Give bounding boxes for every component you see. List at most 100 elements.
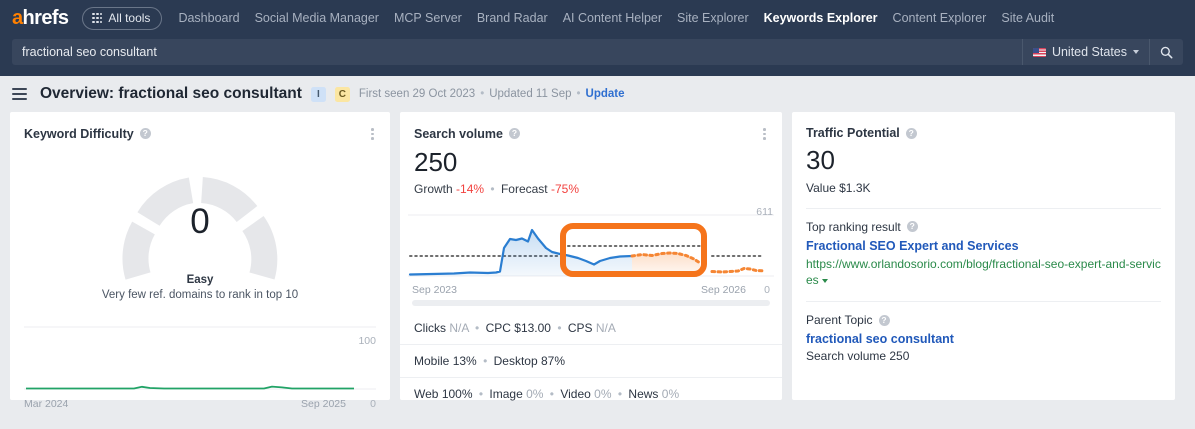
tp-parent-topic-volume: Search volume 250 xyxy=(806,349,910,364)
tp-top-ranking-section: Top ranking result ? Fractional SEO Expe… xyxy=(792,209,1175,288)
mobile-value: 13% xyxy=(452,353,477,368)
tp-top-ranking-link[interactable]: Fractional SEO Expert and Services xyxy=(806,238,1019,253)
search-icon xyxy=(1160,46,1173,58)
metric-cards-row: Keyword Difficulty ? 0 Easy Very few ref… xyxy=(0,112,1195,410)
nav-links: Dashboard Social Media Manager MCP Serve… xyxy=(178,11,1054,25)
kd-gauge: 0 xyxy=(10,148,390,288)
search-field-group: United States xyxy=(12,39,1183,65)
sv-history-chart[interactable]: 611 0 Sep 2023 Sep 2026 xyxy=(400,205,782,296)
image-label: Image xyxy=(489,386,523,401)
hamburger-icon[interactable] xyxy=(12,88,27,100)
sv-forecast-value: -75% xyxy=(550,181,579,196)
news-label: News xyxy=(628,386,659,401)
keyword-difficulty-card: Keyword Difficulty ? 0 Easy Very few ref… xyxy=(10,112,390,410)
row-separator-3: • xyxy=(483,353,488,368)
tp-card-header: Traffic Potential ? xyxy=(792,112,1175,140)
help-icon[interactable]: ? xyxy=(906,221,918,233)
nav-item-content-explorer[interactable]: Content Explorer xyxy=(892,11,987,25)
tp-parent-topic-section: Parent Topic ? fractional seo consultant… xyxy=(792,302,1175,363)
help-icon[interactable]: ? xyxy=(878,314,890,326)
clicks-value: N/A xyxy=(449,320,469,335)
ahrefs-logo[interactable]: a hrefs xyxy=(12,7,70,29)
first-seen-text: First seen 29 Oct 2023 xyxy=(358,88,476,100)
nav-item-keywords-explorer[interactable]: Keywords Explorer xyxy=(763,11,878,25)
logo-text: hrefs xyxy=(22,7,70,29)
desktop-label: Desktop xyxy=(493,353,538,368)
video-value: 0% xyxy=(594,386,612,401)
country-selector[interactable]: United States xyxy=(1021,39,1149,65)
sv-row-clicks: Clicks N/A • CPC $13.00 • CPS N/A xyxy=(400,312,782,344)
sv-row-serp-types: Web 100% • Image 0% • Video 0% • News 0% xyxy=(400,376,782,410)
page-title: Overview: fractional seo consultant xyxy=(40,85,302,102)
traffic-potential-card: Traffic Potential ? 30 Value $1.3K Top r… xyxy=(792,112,1175,400)
kebab-menu-icon[interactable] xyxy=(369,126,376,142)
clicks-label: Clicks xyxy=(414,320,446,335)
status-badge-informational[interactable]: I xyxy=(310,86,326,102)
grid-icon xyxy=(92,13,103,23)
divider xyxy=(806,207,1161,209)
all-tools-button[interactable]: All tools xyxy=(82,6,163,30)
kd-card-header: Keyword Difficulty ? xyxy=(10,112,390,142)
help-icon[interactable]: ? xyxy=(139,128,151,140)
cpc-value: $13.00 xyxy=(514,320,551,335)
horizontal-scrollbar[interactable] xyxy=(412,299,770,306)
kd-y-max-label: 100 xyxy=(358,334,376,347)
web-value: 100% xyxy=(441,386,473,401)
update-link[interactable]: Update xyxy=(585,88,625,100)
kd-history-chart: 100 0 Mar 2024 Sep 2025 xyxy=(10,325,390,411)
nav-item-mcp-server[interactable]: MCP Server xyxy=(393,11,462,25)
all-tools-label: All tools xyxy=(108,11,151,25)
sv-row-devices: Mobile 13% • Desktop 87% xyxy=(400,343,782,377)
cps-value: N/A xyxy=(595,320,616,335)
kd-x-end-label: Sep 2025 xyxy=(301,397,346,410)
sv-y-max-label: 611 xyxy=(756,205,773,218)
desktop-value: 87% xyxy=(541,353,566,368)
mobile-label: Mobile xyxy=(414,353,450,368)
sv-metric-rows: Clicks N/A • CPC $13.00 • CPS N/A Mobile… xyxy=(400,312,782,410)
divider-2 xyxy=(806,301,1161,303)
video-label: Video xyxy=(560,386,591,401)
row-separator-2: • xyxy=(557,320,562,335)
chevron-down-icon[interactable] xyxy=(821,278,828,283)
search-button[interactable] xyxy=(1149,39,1183,65)
kd-label: Easy xyxy=(186,273,214,286)
country-label: United States xyxy=(1051,45,1127,59)
sv-x-start-label: Sep 2023 xyxy=(412,283,457,296)
tp-parent-topic-label: Parent Topic xyxy=(806,313,873,328)
search-bar: United States xyxy=(0,36,1195,76)
nav-item-site-audit[interactable]: Site Audit xyxy=(1001,11,1055,25)
sv-separator: • xyxy=(490,181,495,196)
tp-card-title: Traffic Potential xyxy=(806,126,900,140)
updated-text: Updated 11 Sep xyxy=(489,88,572,100)
kd-card-title: Keyword Difficulty xyxy=(24,126,134,141)
nav-item-ai-content-helper[interactable]: AI Content Helper xyxy=(562,11,663,25)
tp-value-label: Value $1.3K xyxy=(806,180,871,195)
sv-x-end-label: Sep 2026 xyxy=(701,283,746,296)
row-separator: • xyxy=(475,320,480,335)
keyword-search-input[interactable] xyxy=(12,39,1022,65)
nav-item-brand-radar[interactable]: Brand Radar xyxy=(476,11,548,25)
sv-value: 250 xyxy=(414,146,458,177)
tp-top-ranking-url[interactable]: https://www.orlandosorio.com/blog/fracti… xyxy=(806,256,1161,288)
tp-value: 30 xyxy=(806,145,835,175)
sv-y-min-label: 0 xyxy=(764,283,770,296)
kebab-menu-icon[interactable] xyxy=(761,126,768,142)
help-icon[interactable]: ? xyxy=(508,128,520,140)
page-header: Overview: fractional seo consultant I C … xyxy=(0,76,1195,112)
tp-parent-topic-link[interactable]: fractional seo consultant xyxy=(806,332,954,347)
sv-growth-value: -14% xyxy=(456,181,485,196)
cps-label: CPS xyxy=(567,320,593,335)
nav-item-social-media-manager[interactable]: Social Media Manager xyxy=(254,11,379,25)
kd-x-start-label: Mar 2024 xyxy=(24,397,69,410)
nav-item-dashboard[interactable]: Dashboard xyxy=(178,11,240,25)
help-icon[interactable]: ? xyxy=(905,127,917,139)
meta-separator-2: • xyxy=(576,88,581,100)
search-volume-card: Search volume ? 250 Growth -14% • Foreca… xyxy=(400,112,782,401)
us-flag-icon xyxy=(1032,47,1046,57)
tp-top-ranking-label: Top ranking result xyxy=(806,219,901,234)
tp-top-ranking-label-row: Top ranking result ? xyxy=(806,220,1161,234)
sv-card-title: Search volume xyxy=(414,126,503,141)
row-separator-5: • xyxy=(549,386,554,401)
nav-item-site-explorer[interactable]: Site Explorer xyxy=(677,11,749,25)
status-badge-commercial[interactable]: C xyxy=(334,86,350,102)
